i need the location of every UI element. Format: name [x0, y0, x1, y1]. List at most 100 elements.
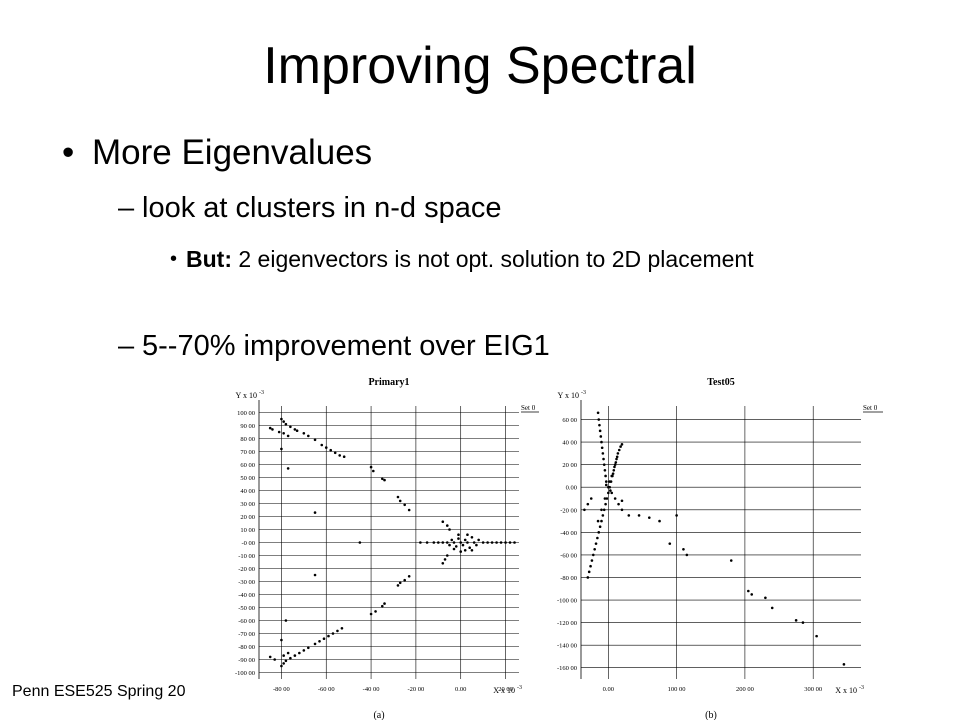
x-tick-label: -20 00 — [407, 686, 424, 693]
x-axis-exponent: -3 — [859, 685, 864, 691]
data-point — [333, 451, 337, 455]
data-point — [601, 514, 605, 517]
x-tick-label: -80 00 — [273, 686, 290, 693]
bullet-improvement: – 5--70% improvement over EIG1 — [118, 330, 550, 363]
y-tick-label: 40 00 — [562, 440, 577, 447]
data-point — [794, 619, 798, 622]
data-point — [398, 499, 402, 503]
y-tick-label: 50 00 — [240, 475, 255, 482]
data-point — [322, 637, 326, 640]
data-point — [452, 541, 456, 544]
y-tick-label: -80 00 — [238, 644, 255, 651]
data-point — [432, 541, 436, 544]
data-point — [461, 543, 465, 547]
data-point — [437, 541, 440, 544]
data-point — [445, 541, 449, 544]
data-point — [340, 627, 344, 630]
scatter-plot-primary1: Primary1 Y x 10 -3 Set 0 100 00 90 00 80 00 70 … — [209, 374, 541, 721]
data-point — [589, 497, 593, 500]
y-tick-label: 10 00 — [240, 527, 255, 534]
y-tick-label: -60 00 — [560, 552, 577, 559]
x-axis-label: X x 10 — [493, 686, 515, 695]
y-axis-label: Y x 10 — [236, 391, 257, 400]
data-point — [403, 578, 406, 582]
y-axis-exponent: -3 — [581, 390, 586, 396]
legend-label: Set 0 — [521, 404, 536, 412]
data-point — [615, 455, 619, 459]
y-tick-label: -20 00 — [560, 507, 577, 514]
data-point — [286, 467, 290, 470]
data-point — [445, 554, 449, 557]
data-point — [627, 514, 631, 517]
y-tick-label: -50 00 — [238, 605, 255, 612]
data-point — [610, 491, 614, 495]
data-point — [293, 428, 297, 431]
chart-caption: (b) — [705, 710, 717, 720]
data-point — [302, 432, 306, 435]
data-point — [320, 443, 324, 447]
data-point — [419, 541, 422, 544]
data-point — [750, 593, 754, 596]
data-point — [396, 495, 400, 499]
data-point — [277, 430, 281, 434]
data-point — [329, 448, 333, 452]
data-point — [508, 541, 512, 544]
x-tick-label: 20 00 — [498, 686, 513, 693]
data-point — [613, 497, 617, 500]
data-point — [280, 447, 283, 451]
y-tick-label: 90 00 — [240, 423, 255, 430]
data-point — [286, 434, 290, 438]
data-point — [445, 524, 449, 527]
y-tick-label: -60 00 — [238, 618, 255, 625]
chart-title: Test05 — [707, 377, 734, 388]
data-point — [603, 497, 607, 500]
data-point — [601, 452, 605, 455]
data-point — [313, 573, 317, 577]
data-point — [481, 541, 485, 544]
data-point — [327, 634, 330, 638]
data-point — [603, 469, 607, 472]
data-point — [472, 541, 476, 544]
data-point — [604, 483, 608, 487]
x-tick-label: 200 00 — [736, 686, 754, 693]
data-point — [273, 658, 276, 661]
y-tick-label: 20 00 — [240, 514, 255, 521]
bullet-more-eigenvalues: • More Eigenvalues — [62, 133, 372, 173]
data-point — [600, 508, 603, 512]
data-point — [280, 664, 283, 668]
bullet-clusters-text: look at clusters in n-d space — [142, 192, 502, 224]
data-point — [466, 541, 469, 544]
data-point — [441, 541, 445, 544]
data-point — [600, 446, 604, 450]
data-point — [598, 525, 602, 529]
data-point — [495, 541, 498, 544]
data-point — [443, 558, 447, 561]
data-point — [599, 435, 603, 438]
footer-text: Penn ESE525 Spring 20 — [12, 683, 186, 700]
y-tick-label: 80 00 — [240, 436, 255, 443]
data-point — [282, 420, 285, 423]
data-point — [513, 541, 516, 544]
data-point — [459, 541, 463, 544]
y-tick-label: -40 00 — [238, 592, 255, 599]
data-point — [372, 469, 375, 473]
data-point — [369, 612, 373, 616]
data-point — [647, 516, 651, 519]
data-point — [284, 619, 288, 622]
data-point — [613, 465, 616, 469]
y-tick-label: 0.00 — [566, 485, 577, 492]
y-axis-exponent: -3 — [259, 390, 264, 396]
data-point — [280, 638, 283, 642]
data-point — [668, 542, 672, 545]
y-tick-label: -80 00 — [560, 575, 577, 582]
data-point — [396, 584, 400, 587]
y-tick-label: -40 00 — [560, 530, 577, 537]
data-point — [289, 656, 292, 660]
y-tick-label: 40 00 — [240, 488, 255, 495]
y-tick-label: -100 00 — [235, 670, 255, 677]
data-point — [602, 457, 605, 461]
x-tick-label: 300 00 — [804, 686, 822, 693]
data-point — [764, 596, 767, 600]
y-tick-label: -10 00 — [238, 553, 255, 560]
